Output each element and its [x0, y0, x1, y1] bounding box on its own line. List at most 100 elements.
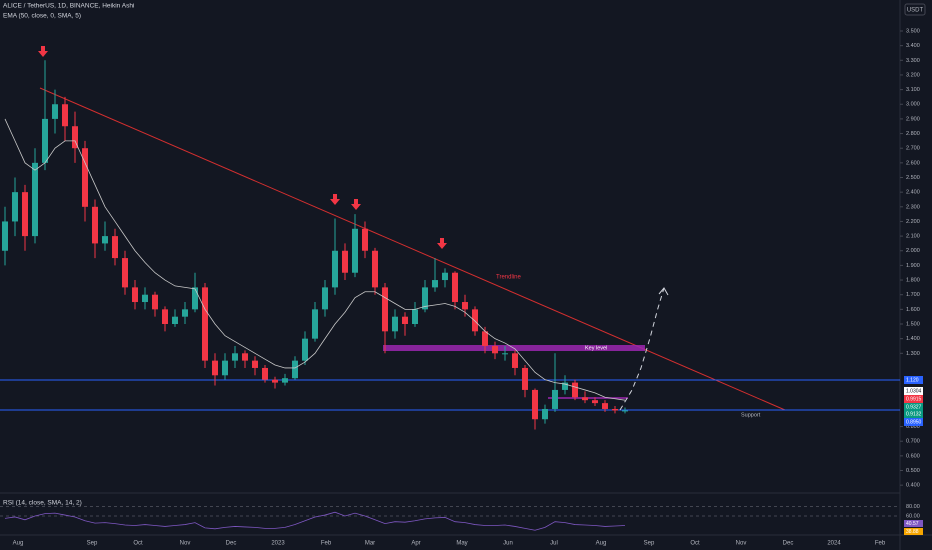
candle-body [252, 360, 258, 368]
candle-body [302, 338, 308, 361]
rsi-tick-label: 60.00 [906, 513, 920, 519]
price-badge-label: 0.9132 [906, 411, 922, 417]
x-tick-label: Sep [87, 541, 98, 547]
x-tick-label: Feb [321, 541, 332, 547]
price-badge [904, 395, 923, 403]
candle-body [412, 309, 418, 325]
x-tick-label: 2023 [271, 541, 285, 547]
trendline-label: Trendline [496, 275, 521, 281]
candle-body [452, 272, 458, 303]
candle-body [442, 272, 448, 281]
candle-body [562, 382, 568, 390]
candle-body [622, 410, 628, 412]
x-tick-label: May [456, 541, 467, 547]
candle-body [122, 258, 128, 288]
candle-body [532, 389, 538, 420]
candle-body [202, 287, 208, 361]
y-tick-label: 1.800 [906, 278, 920, 284]
currency-label[interactable]: USDT [907, 8, 924, 14]
y-tick-label: 2.800 [906, 131, 920, 137]
price-badge [904, 418, 923, 426]
y-tick-label: 2.900 [906, 116, 920, 122]
price-badge-label: 1.0304 [906, 388, 922, 394]
price-badge [904, 403, 923, 411]
candle-body [182, 309, 188, 317]
candle-body [552, 389, 558, 409]
indicator-title: EMA (50, close, 0, SMA, 5) [3, 13, 81, 20]
candle-body [372, 250, 378, 288]
candle-body [592, 400, 598, 404]
x-tick-label: Oct [690, 541, 700, 547]
candle-body [142, 294, 148, 303]
y-tick-label: 3.400 [906, 43, 920, 49]
y-tick-label: 2.600 [906, 160, 920, 166]
y-tick-label: 2.100 [906, 234, 920, 240]
candle-body [432, 280, 438, 288]
y-tick-label: 3.000 [906, 102, 920, 108]
price-badge-label: 1.120 [906, 377, 919, 383]
symbol-title: ALICE / TetherUS, 1D, BINANCE, Heikin As… [3, 3, 134, 10]
candle-body [12, 192, 18, 222]
y-tick-label: 2.200 [906, 219, 920, 225]
y-tick-label: 1.700 [906, 292, 920, 298]
candle-body [152, 294, 158, 310]
rsi-badge [904, 520, 923, 527]
candle-body [222, 360, 228, 376]
candle-body [282, 378, 288, 383]
y-tick-label: 1.600 [906, 307, 920, 313]
x-tick-label: Dec [226, 541, 237, 547]
y-tick-label: 3.300 [906, 58, 920, 64]
y-tick-label: 0.600 [906, 453, 920, 459]
ema-line [4, 118, 626, 401]
candle-body [502, 353, 508, 355]
x-tick-label: Apr [411, 541, 420, 547]
projection-path [619, 287, 665, 411]
candle-body [582, 397, 588, 401]
candle-body [42, 118, 48, 163]
x-tick-label: Jul [550, 541, 558, 547]
y-tick-label: 2.300 [906, 204, 920, 210]
candle-body [362, 228, 368, 251]
candle-body [272, 379, 278, 383]
y-tick-label: 3.200 [906, 72, 920, 78]
y-tick-label: 1.400 [906, 336, 920, 342]
candle-body [542, 408, 548, 420]
rsi-badge [904, 528, 923, 535]
projection-arrow [658, 287, 669, 296]
y-tick-label: 3.100 [906, 87, 920, 93]
trendline [39, 87, 786, 411]
key-level-label: Key level [585, 345, 607, 351]
rsi-tick-label: 80.00 [906, 504, 920, 510]
candle-body [382, 287, 388, 332]
candle-body [462, 302, 468, 310]
candle-body [2, 221, 8, 251]
y-tick-label: 0.800 [906, 424, 920, 430]
candle-body [22, 192, 28, 237]
x-tick-label: Jun [503, 541, 513, 547]
candle-body [312, 309, 318, 339]
x-tick-label: Sep [644, 541, 655, 547]
x-tick-label: Aug [13, 541, 24, 547]
candle-body [492, 345, 498, 354]
y-tick-label: 2.000 [906, 248, 920, 254]
peak-arrows [38, 46, 447, 249]
y-tick-label: 0.700 [906, 439, 920, 445]
candle-body [162, 309, 168, 325]
y-tick-label: 1.900 [906, 263, 920, 269]
x-tick-label: Aug [596, 541, 607, 547]
candle-body [512, 353, 518, 368]
y-tick-label: 2.700 [906, 146, 920, 152]
arrow [351, 199, 361, 210]
x-tick-label: Dec [783, 541, 794, 547]
y-tick-label: 3.500 [906, 28, 920, 34]
y-tick-label: 2.400 [906, 190, 920, 196]
currency-button[interactable] [904, 3, 926, 16]
candle-body [422, 287, 428, 310]
candle-body [102, 236, 108, 244]
candle-body [332, 250, 338, 288]
candle-body [112, 236, 118, 259]
candle-body [352, 228, 358, 273]
candle-body [82, 148, 88, 207]
candle-body [572, 382, 578, 398]
candle-body [262, 367, 268, 380]
